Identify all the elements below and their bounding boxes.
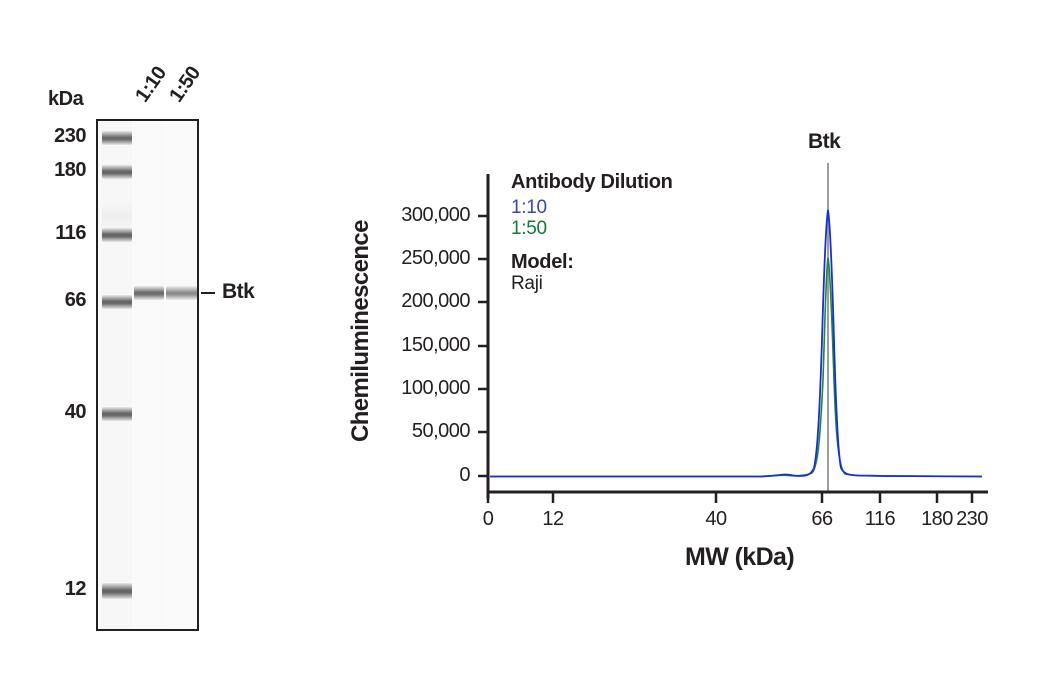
btk-band-1-50 [166, 286, 197, 300]
series-1-50-line [490, 257, 983, 478]
y-tick-label-300000: 300,000 [401, 204, 470, 226]
ladder-smear [102, 201, 132, 231]
legend-entry-1-10: 1:10 [511, 197, 547, 218]
y-tick-label-250000: 250,000 [401, 247, 470, 269]
ladder-band-66 [102, 295, 132, 309]
legend-model-value: Raji [511, 273, 543, 294]
ladder-band-230 [102, 131, 132, 145]
lane-1-50 [166, 121, 197, 629]
y-axis-ticks [478, 214, 488, 478]
x-axis-title: MW (kDa) [685, 543, 795, 571]
legend-title: Antibody Dilution [511, 171, 673, 193]
legend-model-title: Model: [511, 251, 574, 273]
marker-label-230: 230 [54, 125, 86, 147]
marker-label-12: 12 [64, 578, 87, 600]
x-tick-label-230: 230 [956, 508, 988, 530]
peak-label-btk: Btk [808, 130, 841, 153]
marker-label-40: 40 [64, 401, 87, 423]
btk-band-label: Btk [222, 280, 255, 303]
marker-label-66: 66 [64, 289, 87, 311]
x-axis-ticks [486, 492, 974, 503]
y-tick-label-150000: 150,000 [401, 334, 470, 356]
ladder-band-180 [102, 165, 132, 179]
series-1-10-line [490, 209, 983, 478]
lane-1-10 [134, 121, 164, 629]
ladder-band-40 [102, 407, 132, 421]
y-tick-label-200000: 200,000 [401, 290, 470, 312]
blot-image [96, 119, 199, 631]
x-tick-label-116: 116 [864, 508, 896, 530]
kda-unit-label: kDa [48, 88, 84, 110]
y-tick-label-50000: 50,000 [411, 420, 471, 442]
x-tick-label-180: 180 [921, 508, 953, 530]
ladder-lane [100, 121, 132, 629]
x-tick-label-12: 12 [542, 508, 564, 530]
legend-entry-1-50: 1:50 [511, 218, 547, 239]
x-tick-label-66: 66 [811, 508, 833, 530]
y-tick-label-0: 0 [459, 464, 470, 486]
x-tick-label-40: 40 [705, 508, 727, 530]
marker-label-180: 180 [54, 159, 86, 181]
ladder-band-12 [102, 583, 132, 599]
marker-label-116: 116 [55, 222, 86, 244]
y-tick-label-100000: 100,000 [401, 377, 470, 399]
ladder-band-116 [102, 228, 132, 242]
btk-band-pointer [201, 292, 215, 294]
btk-band-1-10 [134, 286, 164, 300]
x-tick-label-0: 0 [482, 508, 494, 530]
